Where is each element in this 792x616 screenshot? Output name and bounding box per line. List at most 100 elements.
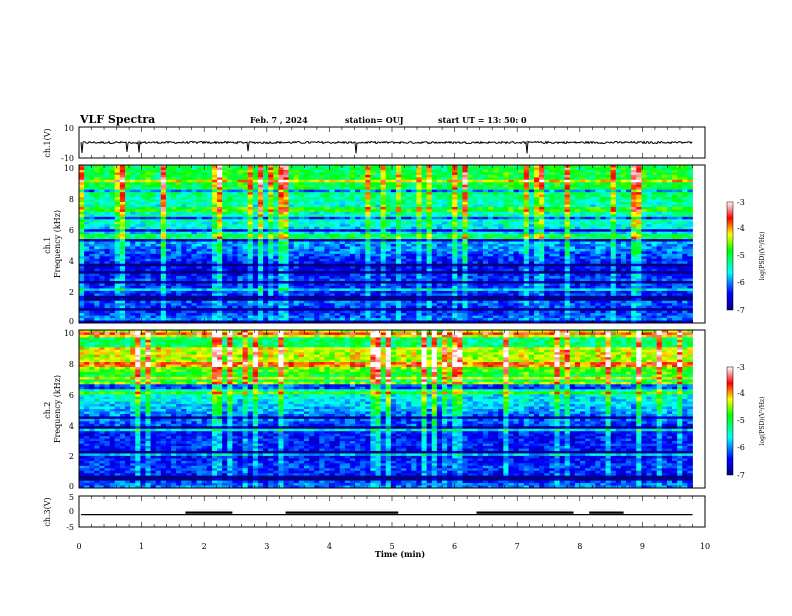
spectrogram-cell [498,169,504,173]
spectrogram-cell [651,179,658,183]
spectrogram-cell [462,182,468,186]
spectrogram-cell [273,187,279,191]
spectrogram-cell [176,177,182,181]
spectrogram-cell [401,236,407,240]
spectrogram-cell [482,239,489,242]
spectrogram-cell [651,189,658,193]
spectrogram-cell [360,216,366,220]
spectrogram-cell [416,184,422,188]
spectrogram-cell [523,187,530,191]
spectrogram-cell [472,197,479,200]
spectrogram-cell [329,197,336,200]
spectrogram-cell [89,165,95,168]
spectrogram-cell [411,236,417,240]
spectrogram-cell [171,216,177,220]
spectrogram-cell [482,174,489,178]
spectrogram-cell [503,261,509,265]
spectrogram-cell [360,206,366,210]
spectrogram-cell [687,194,693,198]
spectrogram-cell [365,184,371,188]
spectrogram-cell [631,187,637,191]
spectrogram-cell [457,202,463,205]
spectrogram-cell [580,165,586,168]
spectrogram-cell [186,182,192,186]
spectrogram-cell [257,204,264,208]
spectrogram-cell [518,209,525,213]
spectrogram-cell [513,258,520,262]
spectrogram-cell [457,182,463,186]
spectrogram-cell [211,224,218,228]
spectrogram-cell [339,239,346,242]
spectrogram-cell [125,209,131,213]
spectrogram-cell [160,216,167,220]
spectrogram-cell [109,256,116,260]
spectrogram-cell [314,211,320,215]
spectrogram-cell [416,261,422,265]
spectrogram-cell [283,248,289,252]
spectrogram-cell [150,194,157,198]
spectrogram-cell [349,214,356,218]
spectrogram-cell [436,182,443,186]
spectrogram-cell [462,253,468,257]
spectrogram-cell [646,229,652,233]
spectrogram-cell [252,174,259,178]
spectrogram-cell [477,226,484,230]
spectrogram-cell [534,187,540,191]
spectrogram-cell [385,253,392,257]
spectrogram-cell [487,174,494,178]
spectrogram-cell [145,165,151,168]
spectrogram-cell [559,182,566,186]
spectrogram-cell [528,211,535,215]
spectrogram-cell [344,179,351,183]
spectrogram-cell [462,229,468,233]
spectrogram-cell [564,174,571,178]
spectrogram-cell [186,211,192,215]
spectrogram-cell [314,199,320,203]
spectrogram-cell [518,165,525,168]
spectrogram-cell [114,221,121,225]
spectrogram-cell [165,246,172,250]
spectrogram-cell [252,251,259,255]
spectrogram-cell [181,179,187,183]
spectrogram-cell [145,258,151,262]
spectrogram-cell [523,177,530,181]
spectrogram-cell [554,258,560,262]
spectrogram-cell [528,261,535,265]
spectrogram-cell [355,202,361,205]
spectrogram-cell [508,226,514,230]
spectrogram-cell [191,197,197,200]
spectrogram-cell [457,165,463,168]
spectrogram-cell [666,226,673,230]
spectrogram-cell [380,244,387,247]
spectrogram-cell [467,202,474,205]
spectrogram-cell [590,221,596,225]
spectrogram-cell [135,189,141,193]
spectrogram-cell [416,229,422,233]
spectrogram-cell [268,179,274,183]
spectrogram-cell [104,199,111,203]
spectrogram-cell [196,256,203,260]
spectrogram-cell [252,256,259,260]
spectrogram-cell [288,199,295,203]
spectrogram-cell [574,192,581,196]
spectrogram-cell [528,209,535,213]
spectrogram-cell [222,179,228,183]
spectrogram-cell [620,229,627,233]
spectrogram-cell [580,224,586,228]
spectrogram-cell [431,179,438,183]
spectrogram-cell [626,258,632,262]
spectrogram-cell [268,244,274,247]
spectrogram-cell [436,246,443,250]
spectrogram-cell [426,231,433,235]
spectrogram-cell [288,266,295,270]
spectrogram-cell [309,182,315,186]
spectrogram-cell [677,256,683,260]
spectrogram-cell [590,192,596,196]
spectrogram-cell [600,177,606,181]
spectrogram-cell [569,231,576,235]
spectrogram-cell [365,239,371,242]
spectrogram-cell [109,211,116,215]
spectrogram-cell [375,253,382,257]
spectrogram-cell [441,229,448,233]
spectrogram-cell [615,246,622,250]
